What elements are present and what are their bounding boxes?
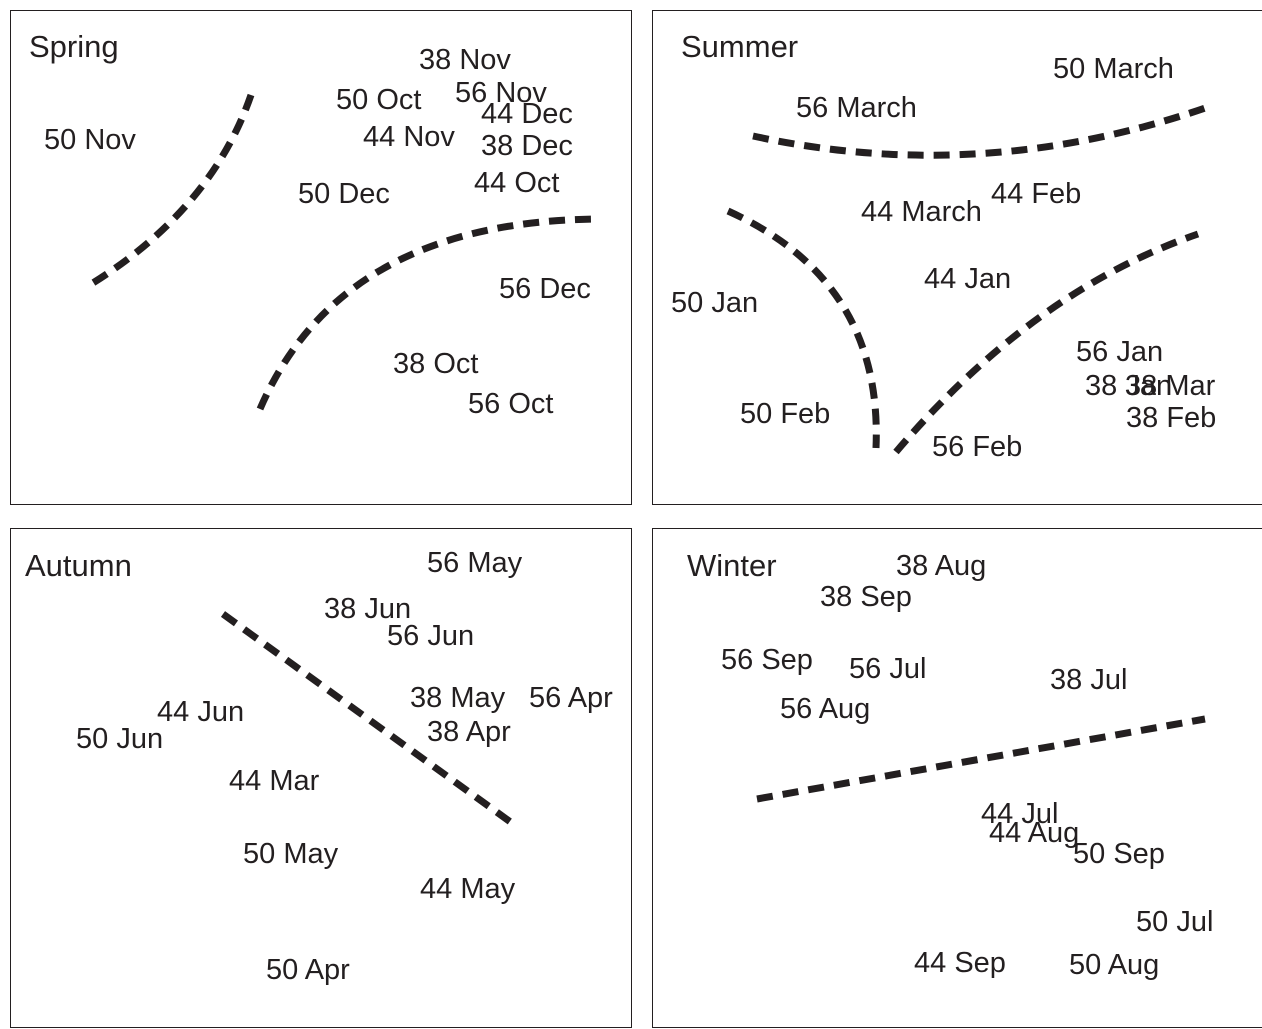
data-label: 44 Feb bbox=[991, 178, 1082, 210]
data-label: 50 Jul bbox=[1136, 906, 1214, 938]
data-label: 38 Oct bbox=[393, 348, 479, 380]
panel-title: Autumn bbox=[25, 548, 132, 583]
data-label: 50 Sep bbox=[1073, 838, 1165, 870]
data-label: 44 Oct bbox=[474, 167, 560, 199]
data-label: 44 Jul bbox=[981, 798, 1059, 830]
data-label: 56 Dec bbox=[499, 273, 591, 305]
data-label: 50 Feb bbox=[740, 398, 831, 430]
data-label: 56 Apr bbox=[529, 682, 613, 714]
data-label: 38 Feb bbox=[1126, 402, 1217, 434]
data-label: 56 Jul bbox=[849, 653, 927, 685]
spring-boundary-curves bbox=[86, 93, 600, 411]
data-label: 38 Jul bbox=[1050, 664, 1128, 696]
data-label: 38 Jan bbox=[1085, 370, 1173, 402]
summer-curve-top bbox=[752, 102, 1213, 159]
data-label: 38 Mar bbox=[1125, 370, 1216, 402]
data-label: 44 Sep bbox=[914, 947, 1006, 979]
data-label: 50 Jan bbox=[671, 287, 759, 319]
data-label: 50 Jun bbox=[76, 723, 164, 755]
data-label: 44 Jan bbox=[924, 263, 1012, 295]
data-label: 44 Dec bbox=[481, 98, 573, 130]
data-label: 44 Aug bbox=[989, 817, 1080, 849]
winter-boundary-curves bbox=[756, 715, 1206, 803]
data-label: 38 Nov bbox=[419, 44, 511, 76]
data-label: 50 Nov bbox=[44, 124, 136, 156]
panel-spring: Spring 38 Nov 50 Oct 56 Nov 44 Dec 50 No… bbox=[10, 10, 632, 505]
data-label: 56 Jan bbox=[1076, 336, 1164, 368]
data-label: 56 Feb bbox=[932, 431, 1023, 463]
data-label: 50 May bbox=[243, 838, 339, 870]
data-label: 56 Aug bbox=[780, 693, 871, 725]
data-label: 38 Aug bbox=[896, 550, 987, 582]
data-label: 44 Mar bbox=[229, 765, 320, 797]
summer-boundary-curves bbox=[726, 102, 1213, 455]
data-label: 38 Dec bbox=[481, 130, 573, 162]
data-label: 50 Apr bbox=[266, 954, 350, 986]
data-label: 50 Oct bbox=[336, 84, 422, 116]
data-label: 38 Jun bbox=[324, 593, 412, 625]
data-label: 56 Nov bbox=[455, 77, 547, 109]
data-label: 38 Sep bbox=[820, 581, 912, 613]
data-label: 56 March bbox=[796, 92, 917, 124]
autumn-curve-diagonal bbox=[220, 611, 519, 829]
data-label: 56 Jun bbox=[387, 620, 475, 652]
panel-winter: Winter 38 Aug 38 Sep 56 Sep 56 Jul 38 Ju… bbox=[652, 528, 1262, 1028]
spring-curve-right bbox=[256, 215, 600, 411]
autumn-boundary-curves bbox=[220, 611, 519, 829]
data-label: 50 Aug bbox=[1069, 949, 1160, 981]
data-label: 44 Nov bbox=[363, 121, 455, 153]
data-label: 56 Sep bbox=[721, 644, 813, 676]
spring-curve-left bbox=[86, 93, 255, 289]
data-label: 44 Jun bbox=[157, 696, 245, 728]
data-label: 38 May bbox=[410, 682, 506, 714]
panel-title: Winter bbox=[687, 548, 777, 583]
panel-title: Summer bbox=[681, 29, 799, 64]
summer-curve-right bbox=[893, 230, 1200, 455]
panel-autumn: Autumn 56 May 38 Jun 56 Jun 38 May 56 Ap… bbox=[10, 528, 632, 1028]
winter-curve-line bbox=[756, 715, 1206, 803]
panel-title: Spring bbox=[29, 29, 119, 64]
data-label: 38 Apr bbox=[427, 716, 511, 748]
data-label: 56 May bbox=[427, 547, 523, 579]
data-label: 56 Oct bbox=[468, 388, 554, 420]
data-label: 50 Dec bbox=[298, 178, 390, 210]
data-label: 44 May bbox=[420, 873, 516, 905]
data-label: 50 March bbox=[1053, 53, 1174, 85]
data-label: 44 March bbox=[861, 196, 982, 228]
panel-summer: Summer 50 March 56 March 44 March 44 Feb… bbox=[652, 10, 1262, 505]
